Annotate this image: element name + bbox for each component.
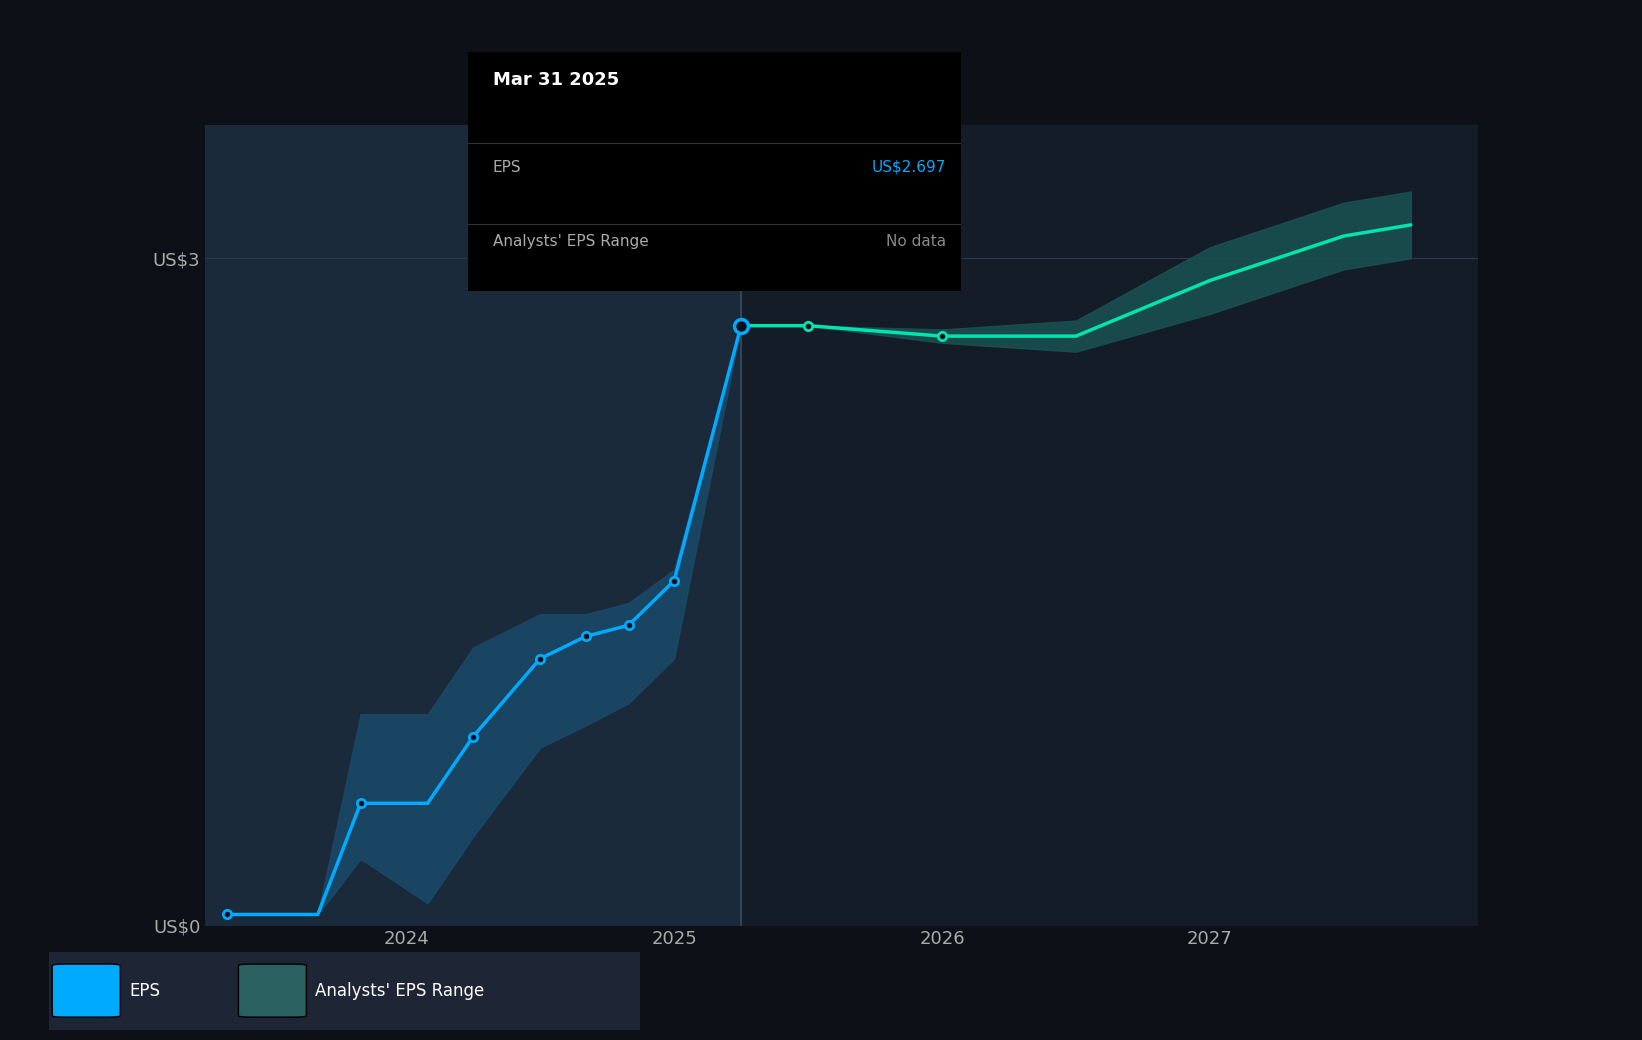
Text: Analysts' EPS Range: Analysts' EPS Range xyxy=(315,982,484,999)
Text: EPS: EPS xyxy=(493,159,521,175)
Bar xyxy=(205,125,741,926)
Text: Analysts' EPS Range: Analysts' EPS Range xyxy=(493,234,649,249)
Text: US$2.697: US$2.697 xyxy=(872,159,946,175)
Text: Mar 31 2025: Mar 31 2025 xyxy=(493,71,619,89)
Text: No data: No data xyxy=(885,234,946,249)
Text: EPS: EPS xyxy=(130,982,159,999)
Text: Actual: Actual xyxy=(668,223,732,240)
FancyBboxPatch shape xyxy=(53,964,120,1017)
FancyBboxPatch shape xyxy=(238,964,307,1017)
Text: Analysts Forecasts: Analysts Forecasts xyxy=(754,223,923,240)
